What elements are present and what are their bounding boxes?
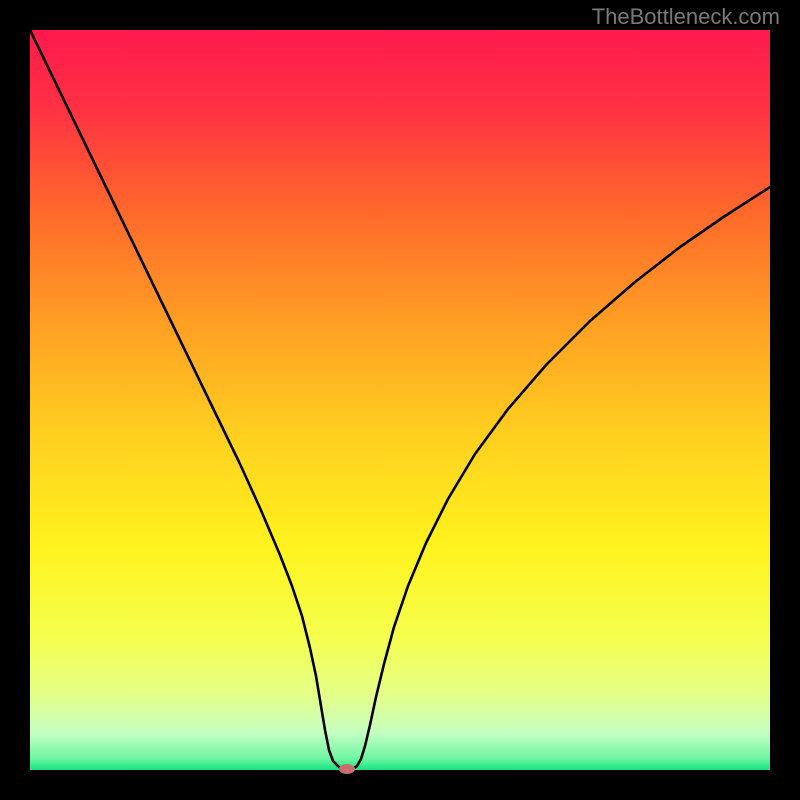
- plot-background: [30, 30, 770, 770]
- chart-container: TheBottleneck.com: [0, 0, 800, 800]
- gradient-rect: [30, 30, 770, 770]
- minimum-marker: [339, 764, 355, 774]
- watermark-text: TheBottleneck.com: [592, 4, 780, 30]
